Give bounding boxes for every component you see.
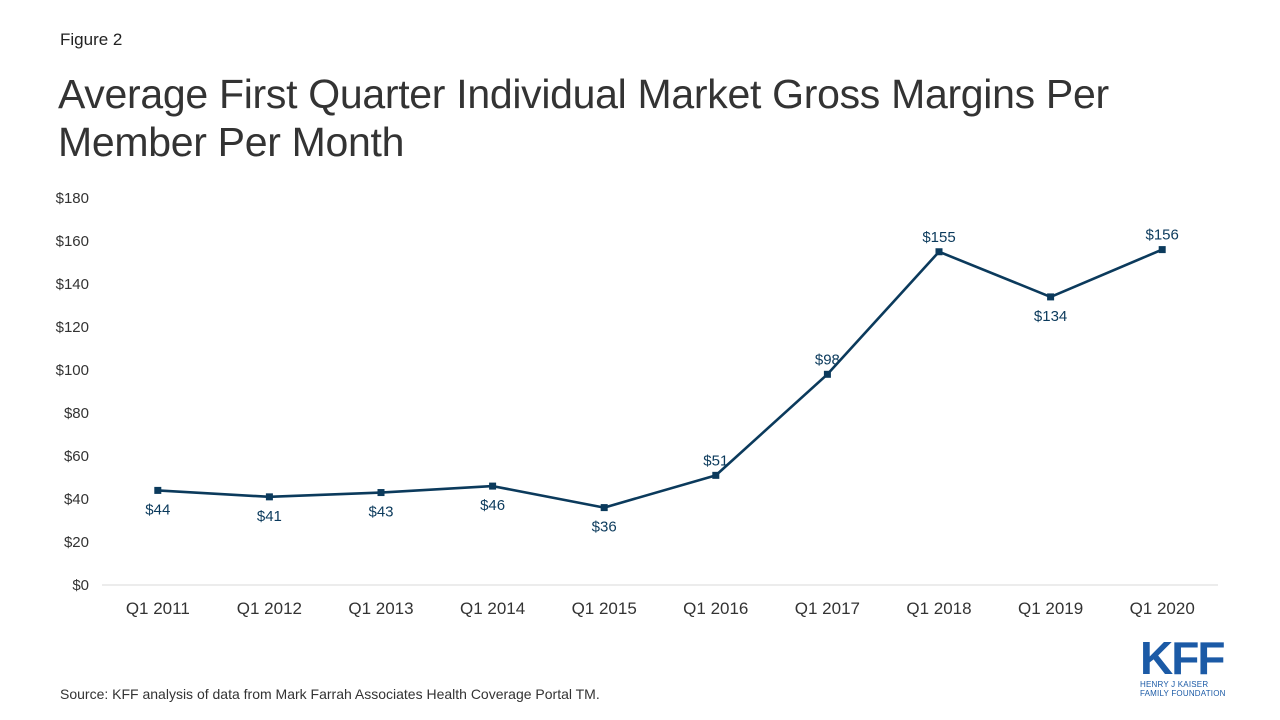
data-point-marker	[154, 486, 162, 494]
data-point-marker	[823, 370, 831, 378]
kff-logo: KFF HENRY J KAISER FAMILY FOUNDATION	[1140, 632, 1240, 698]
x-tick-label: Q1 2020	[1130, 599, 1195, 618]
data-label: $134	[1034, 308, 1067, 325]
data-label: $44	[145, 501, 170, 518]
data-point-marker	[600, 504, 608, 512]
y-tick-label: $180	[56, 190, 89, 207]
x-tick-label: Q1 2019	[1018, 599, 1083, 618]
y-tick-label: $40	[64, 491, 89, 508]
data-label: $155	[922, 229, 955, 246]
logo-subtitle-line2: FAMILY FOUNDATION	[1140, 689, 1226, 698]
y-tick-label: $60	[64, 448, 89, 465]
x-tick-label: Q1 2018	[906, 599, 971, 618]
x-tick-label: Q1 2016	[683, 599, 748, 618]
data-label: $51	[703, 452, 728, 469]
data-label: $41	[257, 508, 282, 525]
line-chart: $0 $20 $40 $60 $80 $100 $120 $140 $160 $180 Q1 201…	[56, 190, 1218, 618]
source-note: Source: KFF analysis of data from Mark F…	[60, 686, 600, 702]
y-tick-label: $100	[56, 362, 89, 379]
x-tick-label: Q1 2017	[795, 599, 860, 618]
data-point-marker	[712, 471, 720, 479]
data-point-marker	[1158, 246, 1166, 254]
data-point-marker	[1047, 293, 1055, 301]
data-label: $36	[592, 519, 617, 536]
data-label: $156	[1146, 227, 1179, 244]
data-point-marker	[377, 489, 385, 497]
x-tick-label: Q1 2014	[460, 599, 525, 618]
series-line	[157, 248, 1163, 509]
data-label: $98	[815, 351, 840, 368]
y-tick-label: $20	[64, 534, 89, 551]
y-tick-label: $160	[56, 233, 89, 250]
figure-label: Figure 2	[60, 30, 123, 49]
logo-letters: KFF	[1140, 632, 1225, 684]
x-tick-label: Q1 2013	[348, 599, 413, 618]
x-tick-label: Q1 2015	[572, 599, 637, 618]
logo-subtitle-line1: HENRY J KAISER	[1140, 680, 1209, 689]
chart-title: Average First Quarter Individual Market …	[58, 71, 1109, 165]
data-label: $43	[368, 504, 393, 521]
y-tick-label: $80	[64, 405, 89, 422]
x-tick-label: Q1 2012	[237, 599, 302, 618]
y-tick-label: $0	[72, 577, 89, 594]
y-tick-label: $120	[56, 319, 89, 336]
data-point-marker	[935, 248, 943, 256]
x-tick-label: Q1 2011	[126, 599, 190, 618]
data-point-marker	[489, 482, 497, 490]
data-point-marker	[265, 493, 273, 501]
data-label: $46	[480, 497, 505, 514]
y-tick-label: $140	[56, 276, 89, 293]
